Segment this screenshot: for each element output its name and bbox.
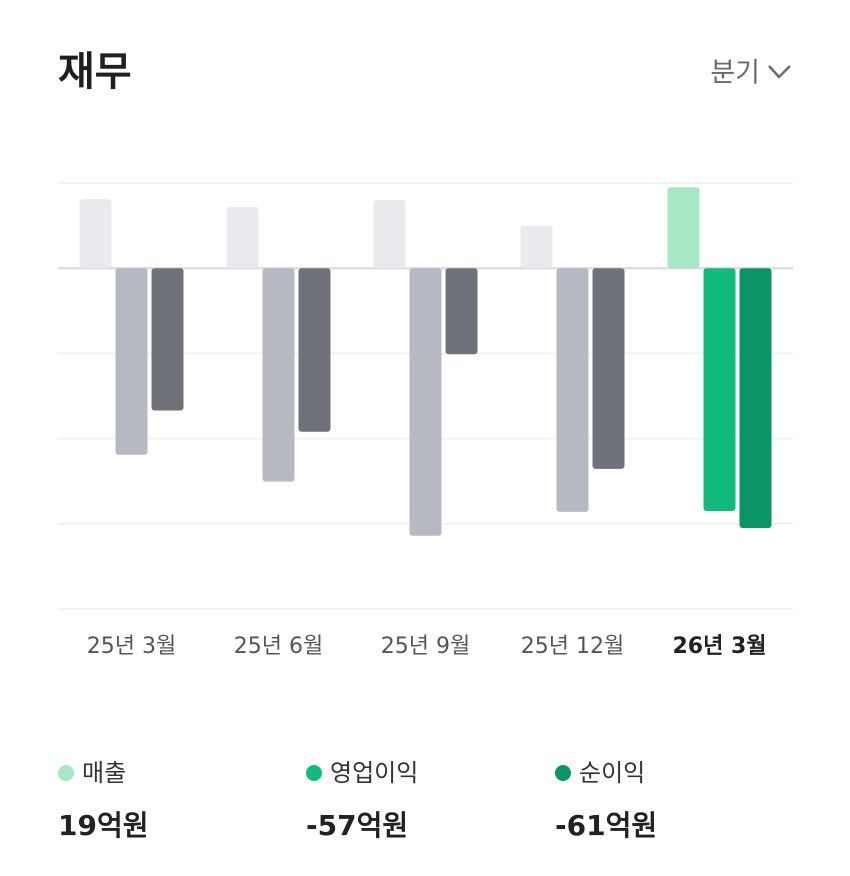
bar	[262, 268, 295, 482]
bar	[151, 268, 184, 411]
x-tick-label: 25년 6월	[234, 634, 323, 659]
bar	[445, 268, 478, 355]
bar	[373, 200, 406, 269]
legend-swatch	[306, 765, 322, 781]
bar	[79, 199, 112, 269]
bar	[739, 268, 772, 529]
x-tick-label: 25년 9월	[381, 634, 470, 659]
bar	[298, 268, 331, 432]
legend-value: -57억원	[306, 809, 408, 842]
x-tick-label: 25년 12월	[521, 634, 624, 659]
legend-label: 매출	[82, 759, 126, 787]
legend-value: 19억원	[58, 809, 149, 842]
bar	[115, 268, 148, 455]
chevron-icon[interactable]	[768, 65, 791, 79]
legend-value: -61억원	[555, 809, 657, 842]
legend-swatch	[58, 765, 74, 781]
bar	[409, 268, 442, 536]
bar	[592, 268, 625, 469]
legend-label: 영업이익	[330, 759, 418, 787]
legend-label: 순이익	[579, 759, 645, 787]
legend-swatch	[555, 765, 571, 781]
dropdown-label[interactable]: 분기	[710, 58, 760, 89]
x-tick-label: 25년 3월	[87, 634, 176, 659]
x-tick-label: 26년 3월	[672, 634, 766, 659]
bar	[667, 187, 700, 269]
bar	[226, 206, 259, 269]
bar	[703, 268, 736, 512]
section-title: 재무	[58, 49, 132, 95]
period-dropdown[interactable]: 분기	[710, 58, 791, 89]
bar	[520, 226, 553, 269]
bar	[556, 268, 589, 512]
